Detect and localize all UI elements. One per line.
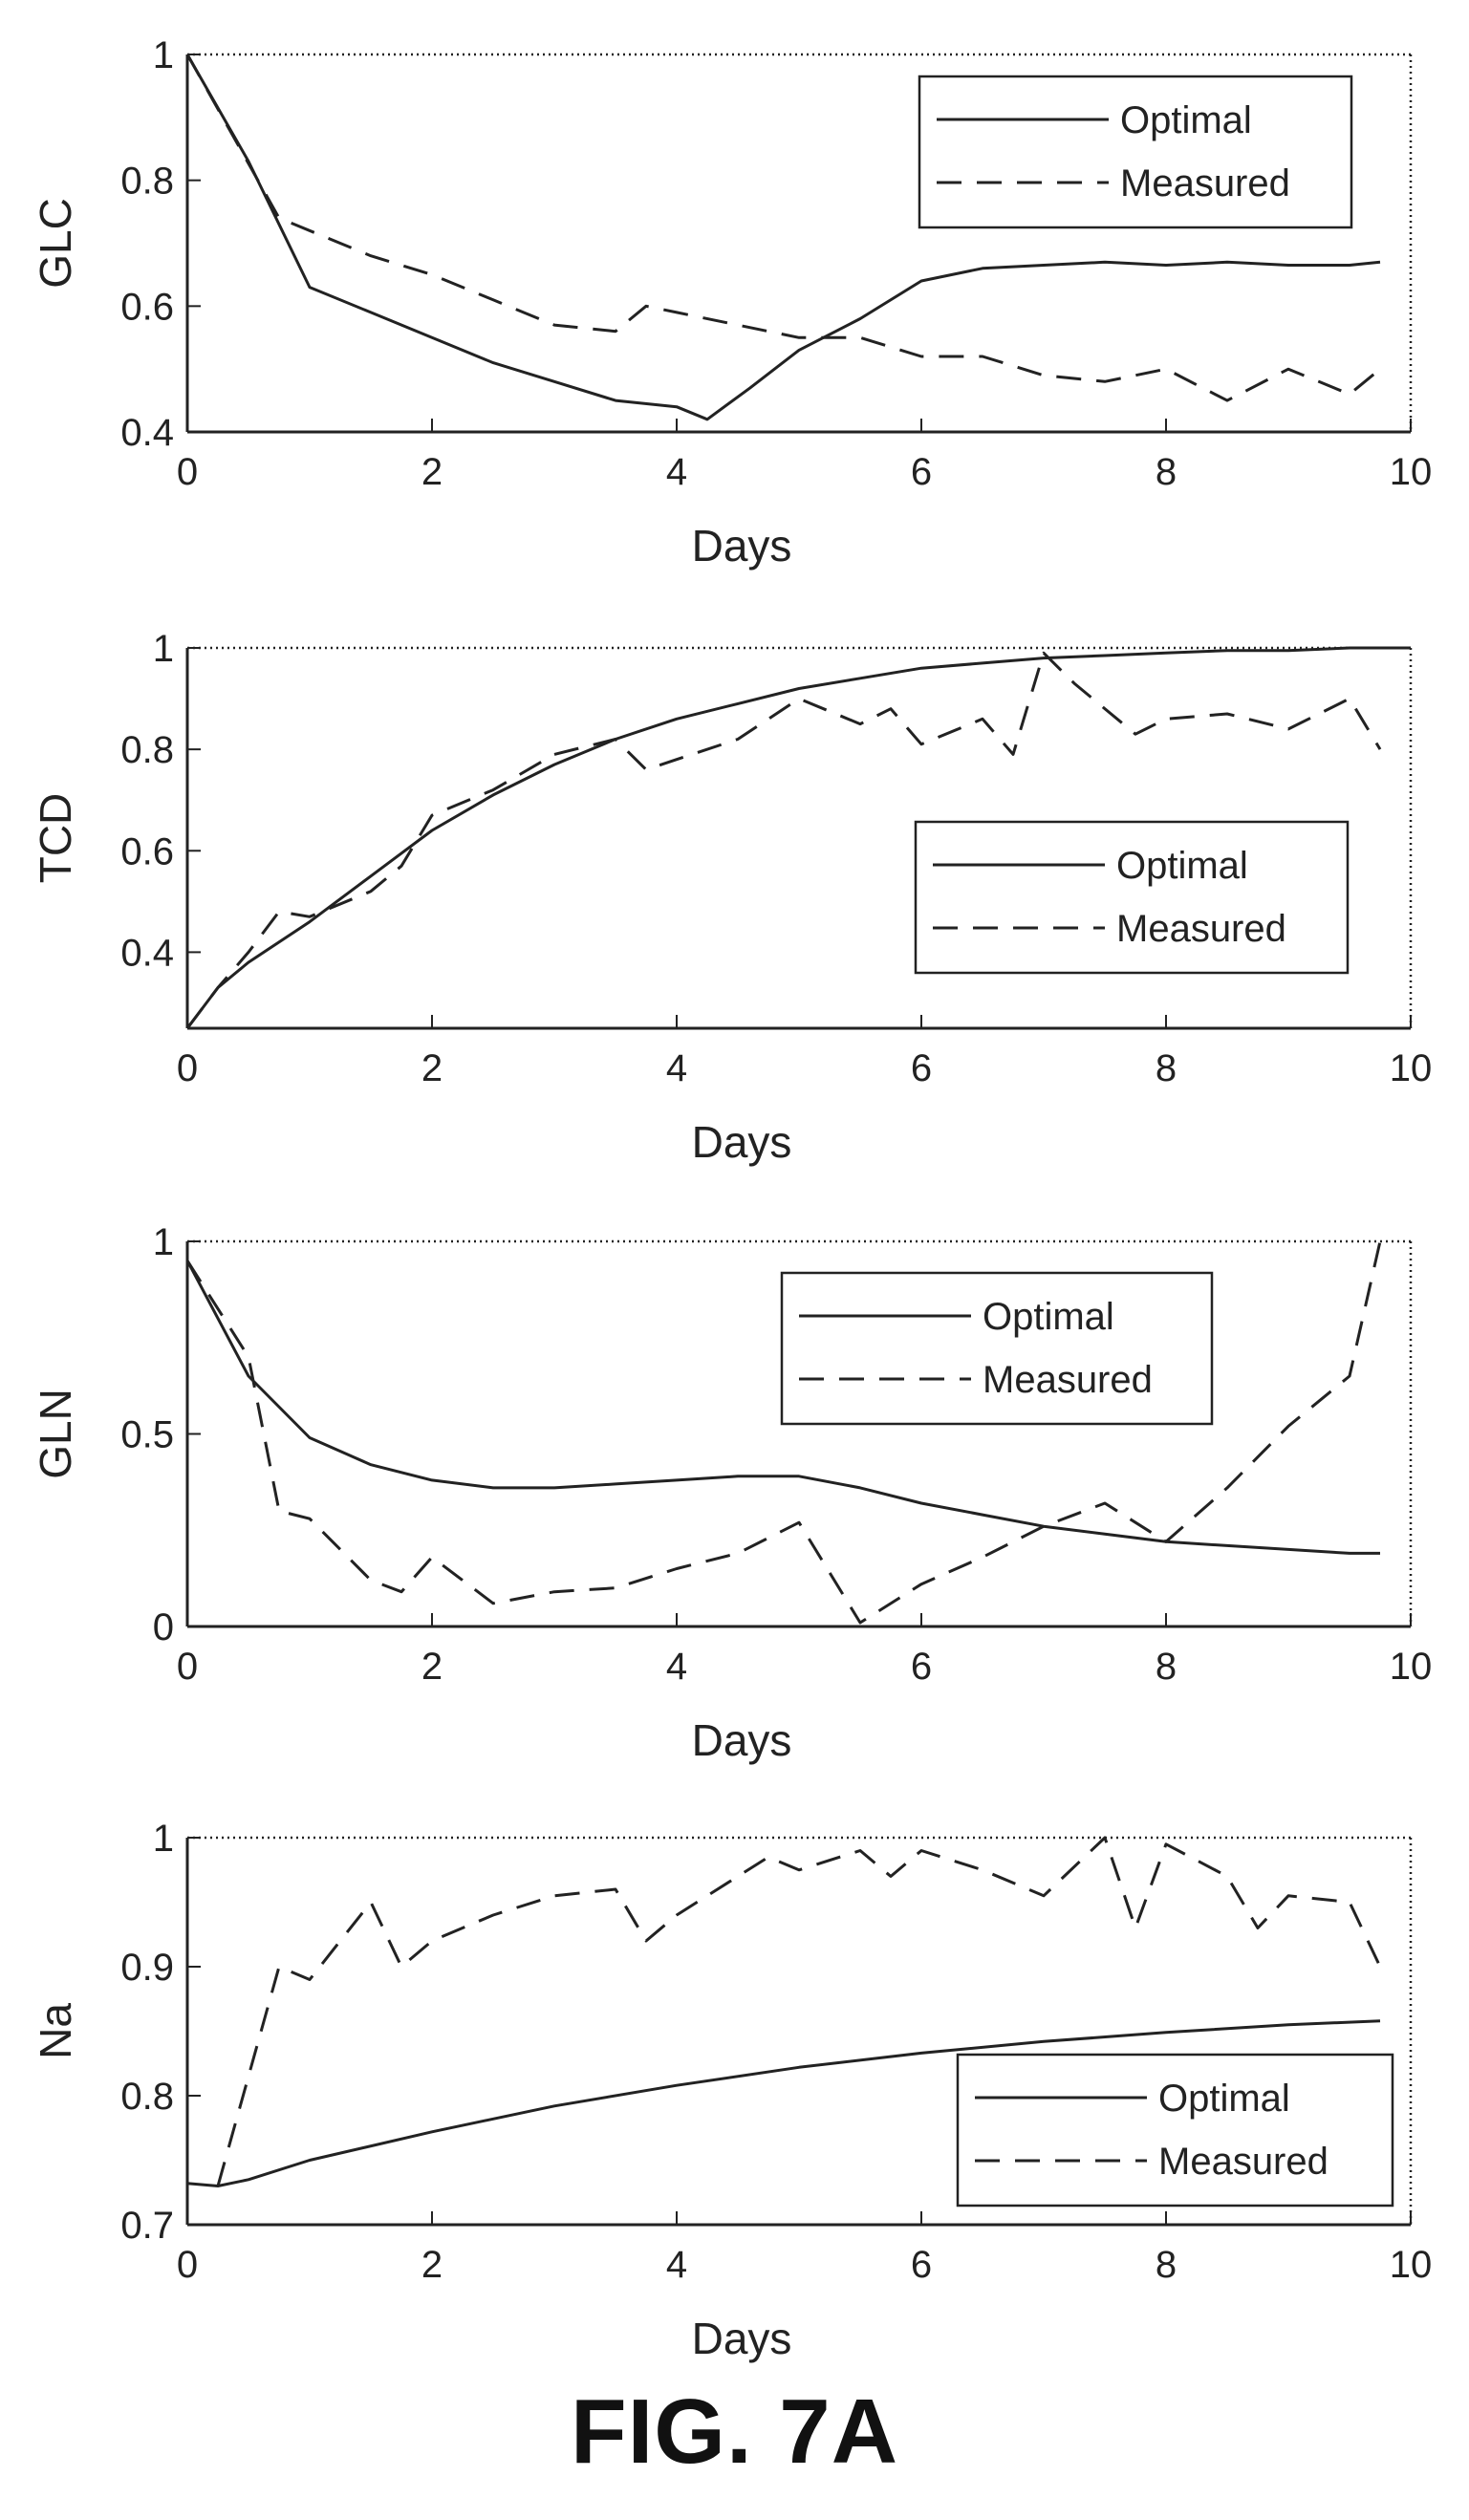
x-tick-label: 4 [666,1047,687,1089]
y-axis-label: TCD [31,793,80,884]
y-axis-label: Na [31,2003,80,2059]
x-tick-label: 2 [421,451,443,493]
series-line-optimal [185,1260,1380,1555]
y-tick-label: 0.9 [120,1947,174,1989]
x-tick-label: 6 [911,1047,932,1089]
y-tick-label: 0 [153,1606,174,1648]
y-tick-label: 0.6 [120,830,174,872]
x-tick-label: 0 [177,1047,198,1089]
x-axis-label: Days [692,2314,792,2363]
legend-label-optimal: Optimal [1120,99,1252,141]
x-axis-label: Days [692,1715,792,1765]
x-tick-label: 8 [1156,1646,1177,1688]
series-line-optimal [185,54,1381,421]
y-tick-label: 0.6 [120,286,174,328]
series-line-optimal [185,646,1411,1029]
y-axis-label: GLN [31,1389,80,1479]
x-tick-label: 10 [1390,1047,1433,1089]
y-tick-label: 1 [153,628,174,670]
legend-label-measured: Measured [983,1359,1153,1401]
legend: Optimal Measured [780,1271,1214,1426]
x-tick-label: 6 [911,1646,932,1688]
series-line-measured [185,54,1381,402]
x-tick-label: 0 [177,2244,198,2286]
x-tick-label: 2 [421,1646,443,1688]
legend-label-measured: Measured [1116,908,1286,950]
x-axis-label: Days [692,521,792,571]
chart-panel-1: 0 2 4 6 8 10 0.4 0.6 0.8 1 Days GLC Optimal Measured [31,34,1432,571]
x-tick-label: 10 [1390,1646,1433,1688]
x-tick-label: 0 [177,451,198,493]
x-tick-label: 6 [911,451,932,493]
y-tick-label: 1 [153,1818,174,1860]
x-tick-label: 2 [421,1047,443,1089]
x-tick-label: 10 [1390,451,1433,493]
legend-box [914,820,1350,975]
y-tick-label: 0.8 [120,729,174,771]
x-tick-label: 8 [1156,1047,1177,1089]
legend: Optimal Measured [956,2053,1394,2208]
x-tick-label: 0 [177,1646,198,1688]
y-axis-label: GLC [31,198,80,289]
legend-box [918,75,1353,229]
chart-panel-4: 0 2 4 6 8 10 0.7 0.8 0.9 1 Days Na Optimal Measured [31,1818,1432,2363]
y-tick-label: 0.4 [120,932,174,974]
x-tick-label: 6 [911,2244,932,2286]
series-line-measured [216,1836,1382,2186]
y-tick-label: 0.4 [120,412,174,454]
chart-panel-3: 0 2 4 6 8 10 0 0.5 1 Days GLN Optimal Measured [31,1221,1432,1765]
legend-box [956,2053,1394,2208]
x-tick-label: 8 [1156,451,1177,493]
legend-label-optimal: Optimal [1116,845,1248,887]
x-axis-label: Days [692,1117,792,1167]
legend-label-measured: Measured [1120,162,1290,205]
legend-label-measured: Measured [1158,2141,1329,2183]
x-tick-label: 2 [421,2244,443,2286]
chart-panel-2: 0 2 4 6 8 10 0.4 0.6 0.8 1 Days TCD Optimal Measured [31,628,1432,1167]
legend: Optimal Measured [914,820,1350,975]
legend: Optimal Measured [918,75,1353,229]
series-line-measured [185,651,1382,1029]
x-tick-label: 10 [1390,2244,1433,2286]
y-tick-label: 0.5 [120,1414,174,1456]
series-line-optimal [186,2019,1381,2187]
legend-label-optimal: Optimal [983,1296,1114,1338]
y-tick-label: 0.7 [120,2205,174,2247]
x-tick-label: 4 [666,1646,687,1688]
y-tick-label: 0.8 [120,161,174,203]
y-tick-label: 1 [153,34,174,76]
legend-box [780,1271,1214,1426]
legend-label-optimal: Optimal [1158,2078,1290,2120]
figure-caption: FIG. 7A [570,2380,899,2483]
y-tick-label: 1 [153,1221,174,1263]
y-tick-label: 0.8 [120,2076,174,2118]
x-tick-label: 4 [666,451,687,493]
x-tick-label: 8 [1156,2244,1177,2286]
x-tick-label: 4 [666,2244,687,2286]
